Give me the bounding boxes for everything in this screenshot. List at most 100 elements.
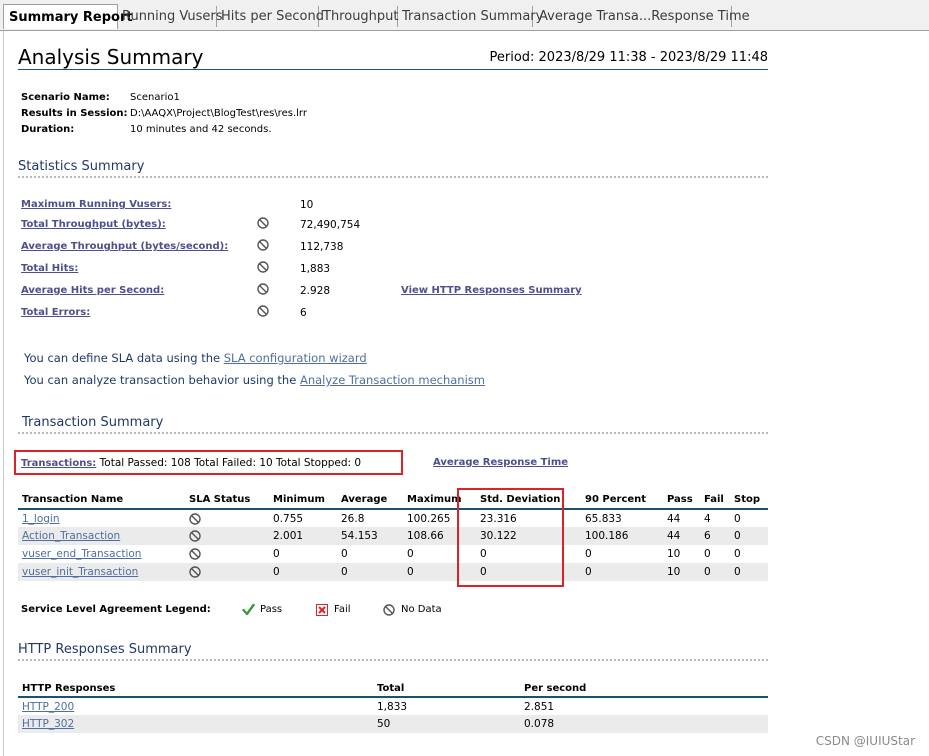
col-minimum: Minimum [269, 491, 337, 510]
tab-throughput[interactable]: Throughput [319, 6, 399, 27]
table-row: HTTP_302 50 0.078 [18, 715, 768, 733]
scenario-name-label: Scenario Name: [21, 92, 110, 103]
cell-average: 0 [337, 563, 403, 581]
page-title: Analysis Summary [18, 45, 204, 69]
transaction-name-link[interactable]: vuser_init_Transaction [22, 566, 139, 578]
cell-pass: 44 [663, 527, 700, 545]
cell-per-second: 2.851 [524, 700, 555, 713]
cell-std-deviation: 23.316 [480, 512, 517, 525]
cell-fail: 6 [700, 527, 730, 545]
legend-no-data-label: No Data [401, 604, 442, 615]
col-http-responses: HTTP Responses [18, 681, 373, 698]
table-row: 1_login 0.755 26.8 100.265 23.316 65.833… [18, 509, 768, 527]
cell-std-deviation: 30.122 [476, 527, 581, 545]
title-divider [18, 69, 768, 70]
sla-define-text: You can define SLA data using the SLA co… [24, 351, 367, 365]
cell-stop: 0 [730, 563, 768, 581]
col-90-percent: 90 Percent [581, 491, 663, 510]
report-frame [3, 31, 929, 756]
period-text: Period: 2023/8/29 11:38 - 2023/8/29 11:4… [489, 50, 768, 65]
cell-minimum: 2.001 [269, 527, 337, 545]
tab-running-vusers[interactable]: Running Vusers [118, 6, 223, 27]
no-data-icon [189, 566, 201, 578]
average-response-time-link[interactable]: Average Response Time [433, 457, 569, 468]
cell-minimum: 0 [269, 563, 337, 581]
results-session-value: D:\AAQX\Project\BlogTest\res\res.lrr [130, 108, 307, 119]
sla-analyze-prefix: You can analyze transaction behavior usi… [24, 373, 300, 387]
transactions-highlight-box [14, 450, 403, 475]
scenario-name-value: Scenario1 [130, 92, 180, 103]
col-per-second: Per second [520, 681, 768, 698]
http-response-link[interactable]: HTTP_302 [22, 718, 75, 730]
col-sla-status: SLA Status [185, 491, 269, 510]
cell-maximum: 100.265 [407, 512, 451, 525]
legend-pass-label: Pass [260, 604, 283, 615]
analyze-transaction-mechanism-link[interactable]: Analyze Transaction mechanism [299, 373, 485, 387]
sla-legend-title: Service Level Agreement Legend: [21, 604, 211, 615]
transaction-table-header: Transaction Name SLA Status Minimum Aver… [18, 491, 768, 510]
cell-fail: 0 [704, 548, 711, 560]
sla-define-prefix: You can define SLA data using the [24, 351, 224, 365]
cell-minimum: 0.755 [273, 512, 304, 525]
http-responses-summary-title: HTTP Responses Summary [18, 642, 192, 657]
transaction-name-link[interactable]: Action_Transaction [22, 530, 121, 542]
stat-average-hits-link[interactable]: Average Hits per Second: [21, 285, 165, 296]
cell-average: 0 [341, 548, 348, 560]
tab-bar: Summary Report Running Vusers Hits per S… [0, 0, 929, 31]
cell-maximum: 0 [407, 548, 414, 560]
cell-90-percent: 65.833 [585, 512, 622, 525]
stat-total-errors-value: 6 [300, 307, 307, 319]
stat-total-throughput-link[interactable]: Total Throughput (bytes): [21, 219, 166, 230]
table-row: vuser_end_Transaction 0 0 0 0 0 10 0 0 [18, 545, 768, 563]
cell-fail: 0 [700, 563, 730, 581]
no-data-icon [257, 283, 269, 295]
no-data-icon [189, 512, 201, 525]
cell-per-second: 0.078 [520, 715, 768, 733]
tab-transaction-summary[interactable]: Transaction Summary [398, 6, 543, 27]
sla-configuration-wizard-link[interactable]: SLA configuration wizard [223, 351, 367, 365]
view-http-responses-summary-link[interactable]: View HTTP Responses Summary [401, 285, 582, 296]
watermark-text: CSDN @IUIUStar [815, 734, 915, 748]
http-response-link[interactable]: HTTP_200 [22, 700, 75, 713]
cell-pass: 10 [663, 563, 700, 581]
http-divider [18, 659, 768, 661]
no-data-icon [189, 530, 201, 542]
transactions-totals: Transactions: Total Passed: 108 Total Fa… [21, 457, 361, 469]
http-responses-table: HTTP Responses Total Per second HTTP_200… [18, 681, 768, 733]
tab-hits-per-second[interactable]: Hits per Second [217, 6, 324, 27]
duration-value: 10 minutes and 42 seconds. [130, 124, 272, 135]
cell-average: 26.8 [341, 512, 365, 525]
table-row: vuser_init_Transaction 0 0 0 0 0 10 0 0 [18, 563, 768, 581]
cell-fail: 4 [704, 512, 711, 525]
stat-average-throughput-link[interactable]: Average Throughput (bytes/second): [21, 241, 229, 252]
results-session-label: Results in Session: [21, 108, 128, 119]
tab-average-transaction-response-time[interactable]: Average Transa...Response Time [535, 6, 750, 27]
cell-total: 1,833 [377, 700, 408, 713]
statistics-summary-title: Statistics Summary [18, 159, 145, 174]
cell-std-deviation: 0 [480, 548, 487, 560]
stat-total-errors-link[interactable]: Total Errors: [21, 307, 91, 318]
no-data-icon [257, 305, 269, 317]
transaction-name-link[interactable]: 1_login [22, 512, 60, 525]
stat-max-running-vusers-value: 10 [300, 199, 314, 211]
stat-total-hits-link[interactable]: Total Hits: [21, 263, 79, 274]
cell-90-percent: 0 [581, 563, 663, 581]
cell-total: 50 [373, 715, 520, 733]
cell-pass: 10 [667, 548, 681, 560]
legend-fail-label: Fail [334, 604, 351, 615]
cell-stop: 0 [734, 548, 741, 560]
table-row: Action_Transaction 2.001 54.153 108.66 3… [18, 527, 768, 545]
stat-max-running-vusers-link[interactable]: Maximum Running Vusers: [21, 199, 172, 210]
stat-total-throughput-value: 72,490,754 [300, 219, 361, 231]
cell-average: 54.153 [337, 527, 403, 545]
transactions-link[interactable]: Transactions: [21, 458, 97, 469]
stat-average-hits-value: 2.928 [300, 285, 331, 297]
transaction-name-link[interactable]: vuser_end_Transaction [22, 548, 142, 560]
cell-90-percent: 0 [585, 548, 592, 560]
tab-summary-report[interactable]: Summary Report [3, 4, 133, 29]
statistics-divider [18, 176, 768, 178]
no-data-icon [383, 604, 395, 616]
transaction-divider [18, 432, 768, 434]
transaction-table: Transaction Name SLA Status Minimum Aver… [18, 491, 768, 581]
col-pass: Pass [663, 491, 700, 510]
